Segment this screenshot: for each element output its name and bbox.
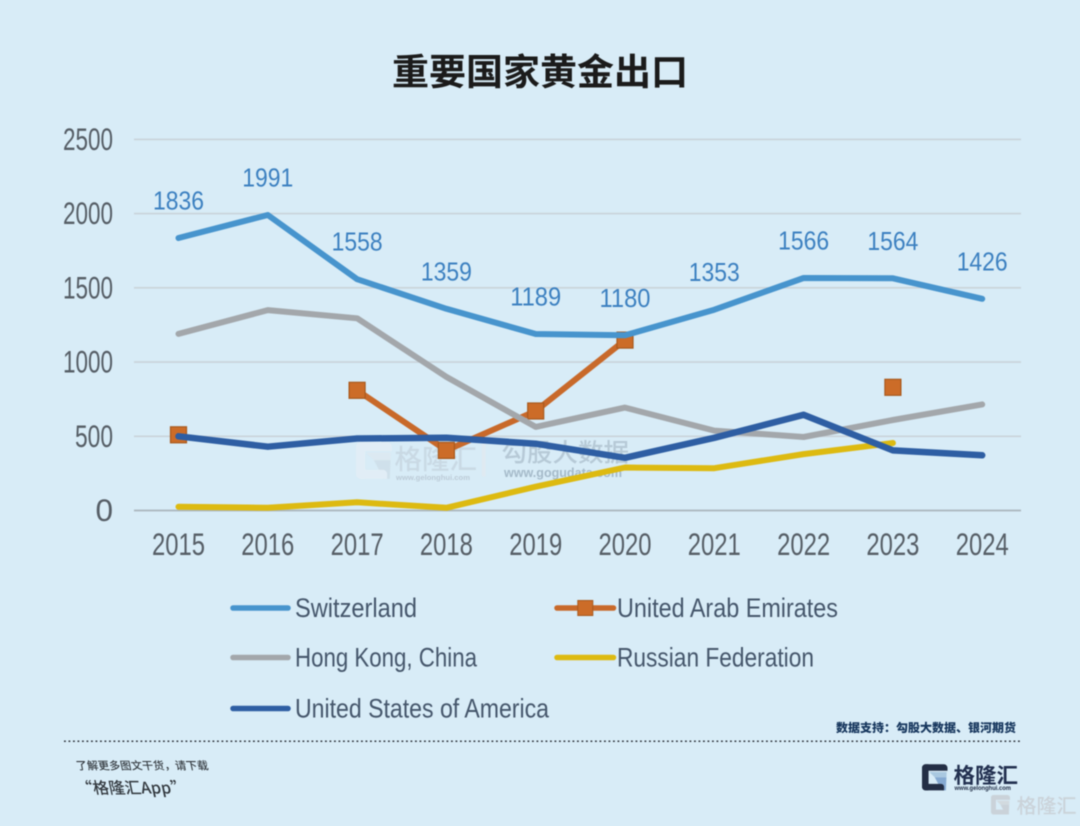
- svg-text:1180: 1180: [600, 285, 651, 313]
- svg-text:2000: 2000: [63, 195, 113, 231]
- svg-text:1353: 1353: [689, 259, 740, 287]
- svg-text:2022: 2022: [777, 526, 830, 562]
- svg-text:1991: 1991: [242, 165, 293, 193]
- svg-text:1836: 1836: [153, 188, 204, 216]
- svg-text:Hong Kong, China: Hong Kong, China: [295, 643, 478, 673]
- svg-text:United States of America: United States of America: [295, 694, 550, 724]
- svg-text:0: 0: [95, 492, 113, 528]
- svg-text:500: 500: [75, 418, 113, 454]
- svg-text:1500: 1500: [63, 269, 113, 305]
- svg-text:1558: 1558: [332, 229, 383, 257]
- svg-text:2024: 2024: [956, 526, 1009, 562]
- svg-text:2015: 2015: [152, 526, 205, 562]
- svg-text:1566: 1566: [778, 228, 829, 256]
- svg-text:1189: 1189: [510, 284, 561, 312]
- svg-text:2018: 2018: [420, 526, 473, 562]
- svg-text:2023: 2023: [866, 526, 919, 562]
- svg-text:www.gelonghui.com: www.gelonghui.com: [395, 475, 470, 482]
- svg-text:Russian Federation: Russian Federation: [617, 643, 814, 673]
- svg-text:2021: 2021: [688, 526, 741, 562]
- svg-text:Switzerland: Switzerland: [295, 593, 417, 623]
- svg-text:2017: 2017: [331, 526, 384, 562]
- svg-text:1426: 1426: [957, 248, 1008, 276]
- svg-text:www.gelonghui.com: www.gelonghui.com: [954, 786, 1011, 792]
- svg-text:United Arab Emirates: United Arab Emirates: [617, 593, 838, 623]
- svg-text:1564: 1564: [867, 228, 918, 256]
- svg-text:2016: 2016: [241, 526, 294, 562]
- svg-text:2020: 2020: [599, 526, 652, 562]
- svg-text:2019: 2019: [509, 526, 562, 562]
- svg-text:1000: 1000: [63, 344, 113, 380]
- svg-text:1359: 1359: [421, 258, 472, 286]
- svg-text:2500: 2500: [63, 121, 113, 157]
